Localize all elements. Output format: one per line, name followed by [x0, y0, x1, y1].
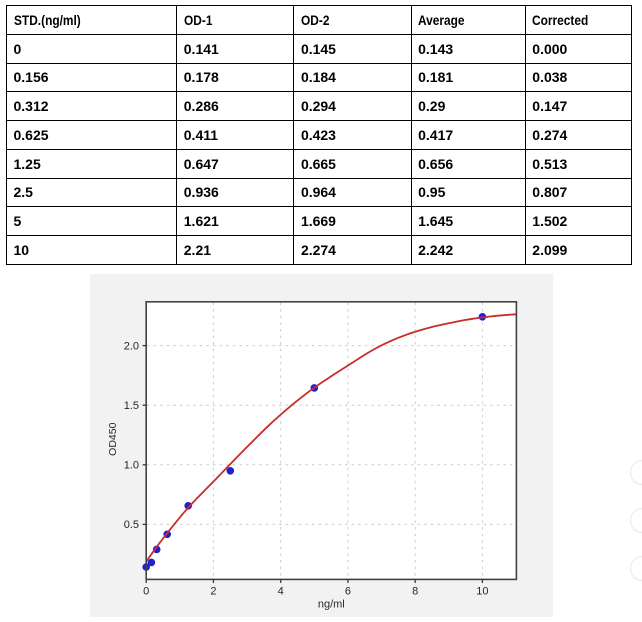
svg-text:4: 4 [278, 586, 284, 598]
svg-text:OD450: OD450 [107, 422, 119, 455]
svg-text:0.5: 0.5 [124, 519, 139, 531]
svg-text:2.0: 2.0 [124, 340, 139, 352]
svg-text:0: 0 [143, 586, 149, 598]
svg-text:ng/ml: ng/ml [318, 599, 345, 611]
svg-text:1.0: 1.0 [124, 460, 139, 472]
svg-text:6: 6 [345, 586, 351, 598]
svg-text:2: 2 [210, 586, 216, 598]
svg-text:8: 8 [412, 586, 418, 598]
svg-text:10: 10 [476, 586, 488, 598]
svg-text:1.5: 1.5 [124, 400, 139, 412]
